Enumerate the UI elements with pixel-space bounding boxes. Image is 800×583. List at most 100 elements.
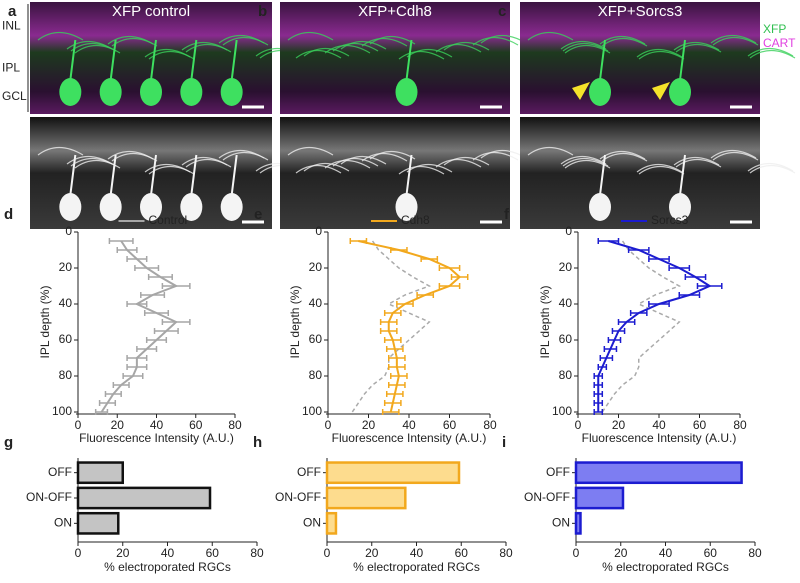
layer-label: GCL — [2, 89, 27, 103]
y-axis-label: IPL depth (%) — [538, 286, 552, 359]
x-tick-label: 20 — [612, 418, 626, 432]
reference-line — [351, 240, 432, 413]
dendrite — [527, 31, 574, 41]
y-tick-label: OFF — [297, 465, 321, 479]
error-bar — [379, 328, 398, 334]
arrowhead — [652, 82, 670, 100]
error-bar — [597, 238, 620, 244]
x-axis-label: % electroporated RGCs — [602, 560, 729, 574]
y-tick-label: OFF — [48, 465, 72, 479]
panel-letter: c — [498, 3, 506, 20]
x-tick-label: 20 — [362, 418, 376, 432]
panel-letter: g — [4, 434, 13, 451]
error-bar — [104, 391, 122, 397]
error-bar — [629, 310, 648, 316]
error-bar — [593, 391, 604, 397]
layer-label: INL — [2, 19, 21, 33]
y-tick-label: 80 — [59, 368, 73, 382]
panel-letter: a — [8, 3, 17, 20]
axon-gray — [150, 154, 157, 196]
error-bar — [349, 238, 368, 244]
x-tick-label: 60 — [704, 546, 718, 560]
dendrite-gray — [472, 151, 519, 161]
dendrite — [749, 49, 796, 59]
dendrite — [638, 50, 685, 60]
error-bar — [611, 328, 626, 334]
bar — [325, 461, 461, 485]
axon-gray — [679, 154, 686, 196]
dendrite-gray — [340, 155, 387, 165]
x-axis-label: Fluorescence Intensity (A.U.) — [582, 431, 737, 445]
dendrite-gray — [560, 155, 607, 165]
x-tick-label: 80 — [228, 418, 242, 432]
error-bar — [593, 382, 604, 388]
panel-title: XFP+Sorcs3 — [598, 3, 683, 20]
dendrite-gray — [144, 163, 191, 173]
panel-title: XFP+Cdh8 — [358, 3, 432, 20]
legend-label: Cdh8 — [401, 213, 430, 227]
dendrite — [295, 49, 342, 59]
y-tick-label: 40 — [309, 296, 323, 310]
error-bar — [116, 247, 138, 253]
error-bar — [599, 355, 614, 361]
x-tick-label: 80 — [499, 546, 513, 560]
error-bar — [383, 337, 402, 343]
dendrite — [435, 43, 482, 53]
error-bar — [678, 292, 701, 298]
soma-gray — [180, 193, 203, 221]
soma-gray — [140, 193, 162, 221]
y-tick-label: ON-OFF — [26, 490, 72, 504]
error-bar — [390, 373, 408, 379]
dendrite — [287, 31, 334, 41]
error-bar — [126, 256, 148, 262]
x-tick-label: 40 — [150, 418, 164, 432]
axon — [150, 39, 157, 81]
dendrite-gray — [295, 164, 342, 174]
dendrite-gray — [181, 156, 228, 166]
error-bar — [94, 409, 109, 415]
x-tick-label: 40 — [652, 418, 666, 432]
axon — [230, 39, 238, 81]
axon-gray — [599, 154, 606, 196]
bar — [574, 461, 743, 485]
arrowhead — [572, 82, 590, 100]
dendrite — [710, 34, 757, 44]
dendrite-gray — [747, 162, 794, 172]
x-axis-label: % electroporated RGCs — [353, 560, 480, 574]
y-tick-label: ON — [303, 516, 321, 530]
error-bar — [122, 373, 144, 379]
error-bar — [161, 283, 191, 289]
x-tick-label: 0 — [575, 418, 582, 432]
y-tick-label: 100 — [302, 404, 322, 418]
dendrite — [443, 41, 490, 51]
dendrite-gray — [527, 146, 574, 156]
reference-line — [601, 240, 682, 413]
axon — [69, 39, 77, 81]
dendrite — [107, 35, 154, 45]
error-bar — [388, 382, 406, 388]
x-tick-label: 20 — [116, 546, 130, 560]
soma-gray — [395, 193, 418, 221]
dendrite — [747, 47, 794, 57]
dendrite — [673, 41, 720, 51]
y-axis-label: IPL depth (%) — [288, 286, 302, 359]
bar — [574, 511, 582, 535]
x-tick-label: 80 — [733, 418, 747, 432]
bar — [325, 486, 407, 510]
dendrite-gray — [303, 162, 350, 172]
error-bar — [385, 391, 404, 397]
dendrite-gray — [37, 146, 84, 156]
soma-gray — [589, 193, 611, 221]
error-bar — [161, 319, 191, 325]
dendrite — [361, 37, 408, 47]
error-bar — [383, 400, 402, 406]
error-bar — [627, 247, 650, 253]
error-bar — [143, 310, 170, 316]
channel-label: CART — [763, 36, 796, 50]
error-bar — [420, 256, 439, 262]
dendrite-gray — [443, 156, 490, 166]
x-tick-label: 40 — [410, 546, 424, 560]
x-tick-label: 0 — [324, 546, 331, 560]
x-tick-label: 20 — [365, 546, 379, 560]
legend-label: Control — [149, 213, 188, 227]
